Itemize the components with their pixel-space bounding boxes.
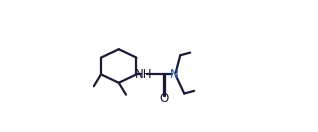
Text: NH: NH [135, 68, 153, 81]
Text: N: N [170, 68, 179, 81]
Text: O: O [159, 92, 168, 105]
